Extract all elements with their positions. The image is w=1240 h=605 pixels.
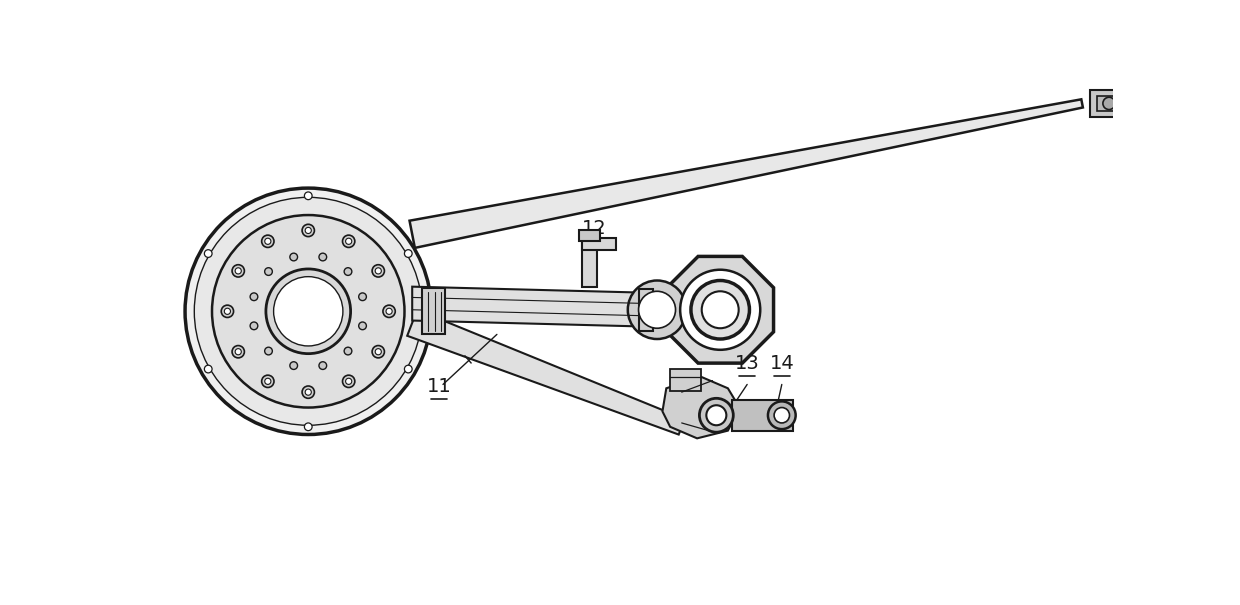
Circle shape <box>376 348 382 355</box>
Circle shape <box>290 253 298 261</box>
Bar <box>670 369 701 391</box>
Circle shape <box>345 347 352 355</box>
Circle shape <box>305 389 311 395</box>
Circle shape <box>195 197 422 425</box>
Circle shape <box>232 345 244 358</box>
Circle shape <box>303 386 315 398</box>
Circle shape <box>404 250 412 257</box>
Text: 14: 14 <box>770 354 794 373</box>
Circle shape <box>265 269 351 354</box>
Circle shape <box>386 308 392 315</box>
Circle shape <box>346 238 352 244</box>
Circle shape <box>376 268 382 274</box>
Circle shape <box>304 423 312 431</box>
Bar <box>582 238 596 287</box>
Circle shape <box>265 238 270 244</box>
Circle shape <box>1102 97 1115 110</box>
Circle shape <box>305 227 311 234</box>
Circle shape <box>699 398 733 432</box>
Text: 12: 12 <box>583 219 608 238</box>
Circle shape <box>372 265 384 277</box>
Circle shape <box>702 291 739 329</box>
Circle shape <box>639 291 676 329</box>
Circle shape <box>681 270 760 350</box>
Circle shape <box>768 401 796 429</box>
Circle shape <box>262 375 274 387</box>
Polygon shape <box>662 377 739 439</box>
Bar <box>422 288 445 335</box>
Circle shape <box>185 188 432 434</box>
Circle shape <box>304 192 312 200</box>
Circle shape <box>250 293 258 301</box>
Circle shape <box>627 281 686 339</box>
Circle shape <box>205 365 212 373</box>
Circle shape <box>250 322 258 330</box>
Circle shape <box>212 215 404 408</box>
Circle shape <box>319 253 326 261</box>
Bar <box>1090 90 1117 117</box>
Circle shape <box>691 281 749 339</box>
Polygon shape <box>667 257 774 363</box>
Polygon shape <box>407 310 684 434</box>
Circle shape <box>342 235 355 247</box>
Text: 11: 11 <box>427 377 451 396</box>
Circle shape <box>205 250 212 257</box>
Circle shape <box>290 362 298 370</box>
Bar <box>582 238 616 250</box>
Circle shape <box>707 405 727 425</box>
Circle shape <box>372 345 384 358</box>
Circle shape <box>345 267 352 275</box>
Circle shape <box>264 267 273 275</box>
Circle shape <box>236 348 242 355</box>
Circle shape <box>265 378 270 384</box>
Circle shape <box>224 308 231 315</box>
Circle shape <box>264 347 273 355</box>
Circle shape <box>342 375 355 387</box>
Circle shape <box>232 265 244 277</box>
Polygon shape <box>409 99 1083 248</box>
Circle shape <box>358 293 366 301</box>
Circle shape <box>404 365 412 373</box>
Circle shape <box>319 362 326 370</box>
Bar <box>579 231 600 241</box>
Bar <box>640 289 653 330</box>
Circle shape <box>236 268 242 274</box>
Bar <box>732 400 794 431</box>
Polygon shape <box>412 287 651 327</box>
Bar <box>1097 96 1121 111</box>
Circle shape <box>274 276 343 346</box>
Circle shape <box>303 224 315 237</box>
Circle shape <box>262 235 274 247</box>
Circle shape <box>383 305 396 318</box>
Circle shape <box>358 322 366 330</box>
Circle shape <box>221 305 233 318</box>
Text: 13: 13 <box>735 354 760 373</box>
Circle shape <box>346 378 352 384</box>
Circle shape <box>774 408 790 423</box>
